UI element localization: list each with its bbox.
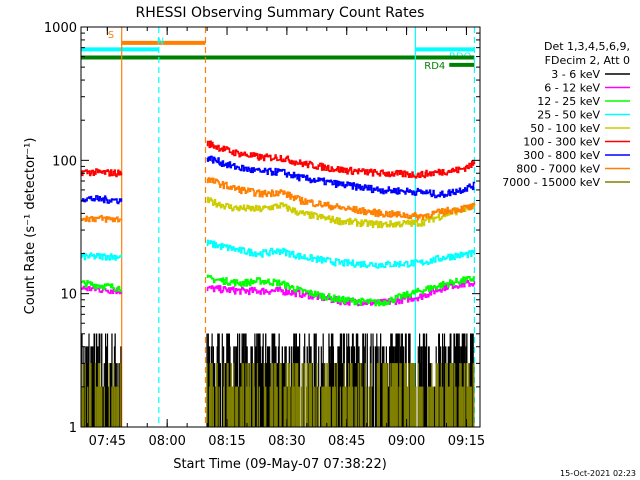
series-50-100-kev bbox=[206, 196, 476, 229]
flag-label-s: S bbox=[108, 30, 114, 41]
series-800-7000-kev bbox=[81, 214, 123, 223]
legend-label-800-7000-kev: 800 - 7000 keV bbox=[516, 163, 600, 176]
flag-label-rd4: RD4 bbox=[424, 61, 445, 72]
legend-label-6-12-kev: 6 - 12 keV bbox=[544, 82, 600, 95]
y-tick-label: 100 bbox=[52, 154, 77, 169]
legend-label-25-50-kev: 25 - 50 keV bbox=[537, 109, 600, 122]
x-tick-label: 08:45 bbox=[328, 434, 365, 449]
chart-title: RHESSI Observing Summary Count Rates bbox=[136, 5, 425, 21]
x-tick-label: 09:00 bbox=[388, 434, 425, 449]
legend-label-50-100-kev: 50 - 100 keV bbox=[530, 122, 600, 135]
legend-label-7000-15000-kev: 7000 - 15000 keV bbox=[502, 176, 600, 189]
flag-annotations: SNRDORD4 bbox=[81, 30, 475, 72]
series-7000-15000-kev bbox=[80, 363, 122, 428]
x-tick-label: 07:45 bbox=[89, 434, 126, 449]
series-25-50-kev bbox=[206, 239, 476, 269]
series-6-12-kev bbox=[206, 280, 476, 307]
series-300-800-kev bbox=[81, 195, 123, 205]
legend-header-line: Det 1,3,4,5,6,9, bbox=[544, 40, 630, 53]
flag-label-n: N bbox=[157, 36, 164, 47]
x-tick-label: 08:15 bbox=[208, 434, 245, 449]
plot-frame bbox=[80, 26, 481, 428]
timestamp: 15-Oct-2021 02:23 bbox=[560, 469, 636, 478]
series-800-7000-kev bbox=[206, 177, 476, 221]
x-axis-label: Start Time (09-May-07 07:38:22) bbox=[173, 457, 387, 472]
legend-label-300-800-kev: 300 - 800 keV bbox=[523, 149, 600, 162]
legend-header-line: FDecim 2, Att 0 bbox=[545, 54, 630, 67]
x-tick-label: 08:00 bbox=[148, 434, 185, 449]
series-group bbox=[80, 140, 476, 428]
series-300-800-kev bbox=[206, 155, 476, 199]
axes: 1 10 100 1000 07:45 08:00 08:15 08:30 08:45 09:00… bbox=[44, 21, 485, 449]
legend-label-12-25-kev: 12 - 25 keV bbox=[537, 95, 600, 108]
y-tick-label: 1000 bbox=[44, 21, 77, 36]
series-12-25-kev bbox=[81, 280, 123, 293]
series-100-300-kev bbox=[81, 168, 123, 178]
x-tick-label: 08:30 bbox=[268, 434, 305, 449]
series-25-50-kev bbox=[81, 252, 123, 261]
x-tick-label: 09:15 bbox=[448, 434, 485, 449]
legend: Det 1,3,4,5,6,9,FDecim 2, Att 03 - 6 keV… bbox=[502, 40, 630, 189]
legend-label-100-300-kev: 100 - 300 keV bbox=[523, 136, 600, 149]
y-tick-label: 10 bbox=[60, 288, 77, 303]
y-axis-label: Count Rate (s⁻¹ detector⁻¹) bbox=[23, 138, 38, 315]
series-12-25-kev bbox=[206, 274, 476, 307]
mode-boundaries bbox=[121, 27, 476, 427]
y-tick-label: 1 bbox=[69, 421, 77, 436]
legend-label-3-6-kev: 3 - 6 keV bbox=[551, 68, 600, 81]
series-100-300-kev bbox=[206, 140, 476, 179]
